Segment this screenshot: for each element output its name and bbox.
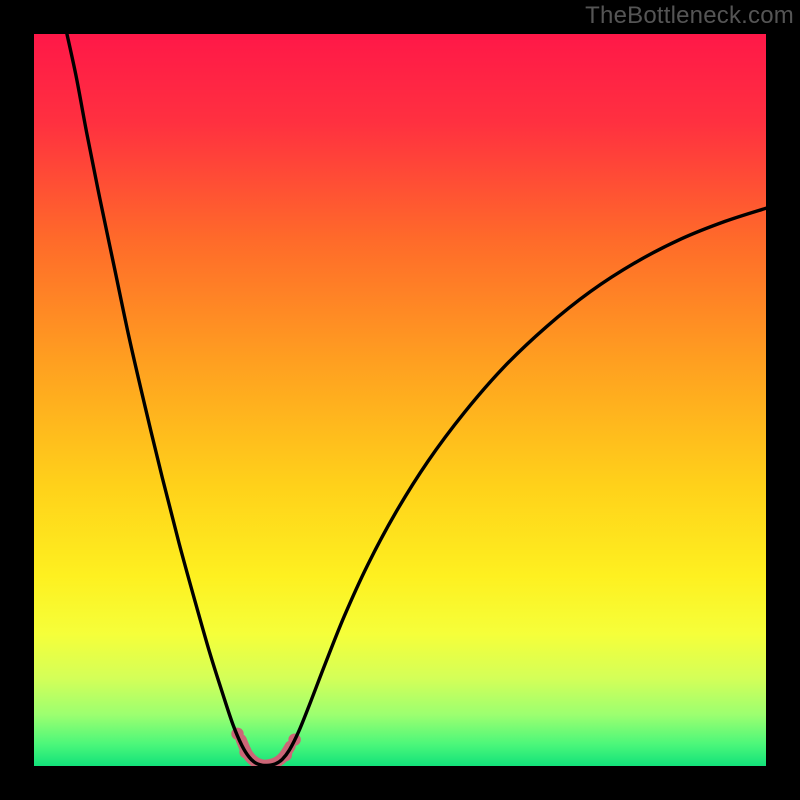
chart-container: TheBottleneck.com	[0, 0, 800, 800]
bottleneck-chart	[0, 0, 800, 800]
watermark-text: TheBottleneck.com	[585, 2, 794, 30]
